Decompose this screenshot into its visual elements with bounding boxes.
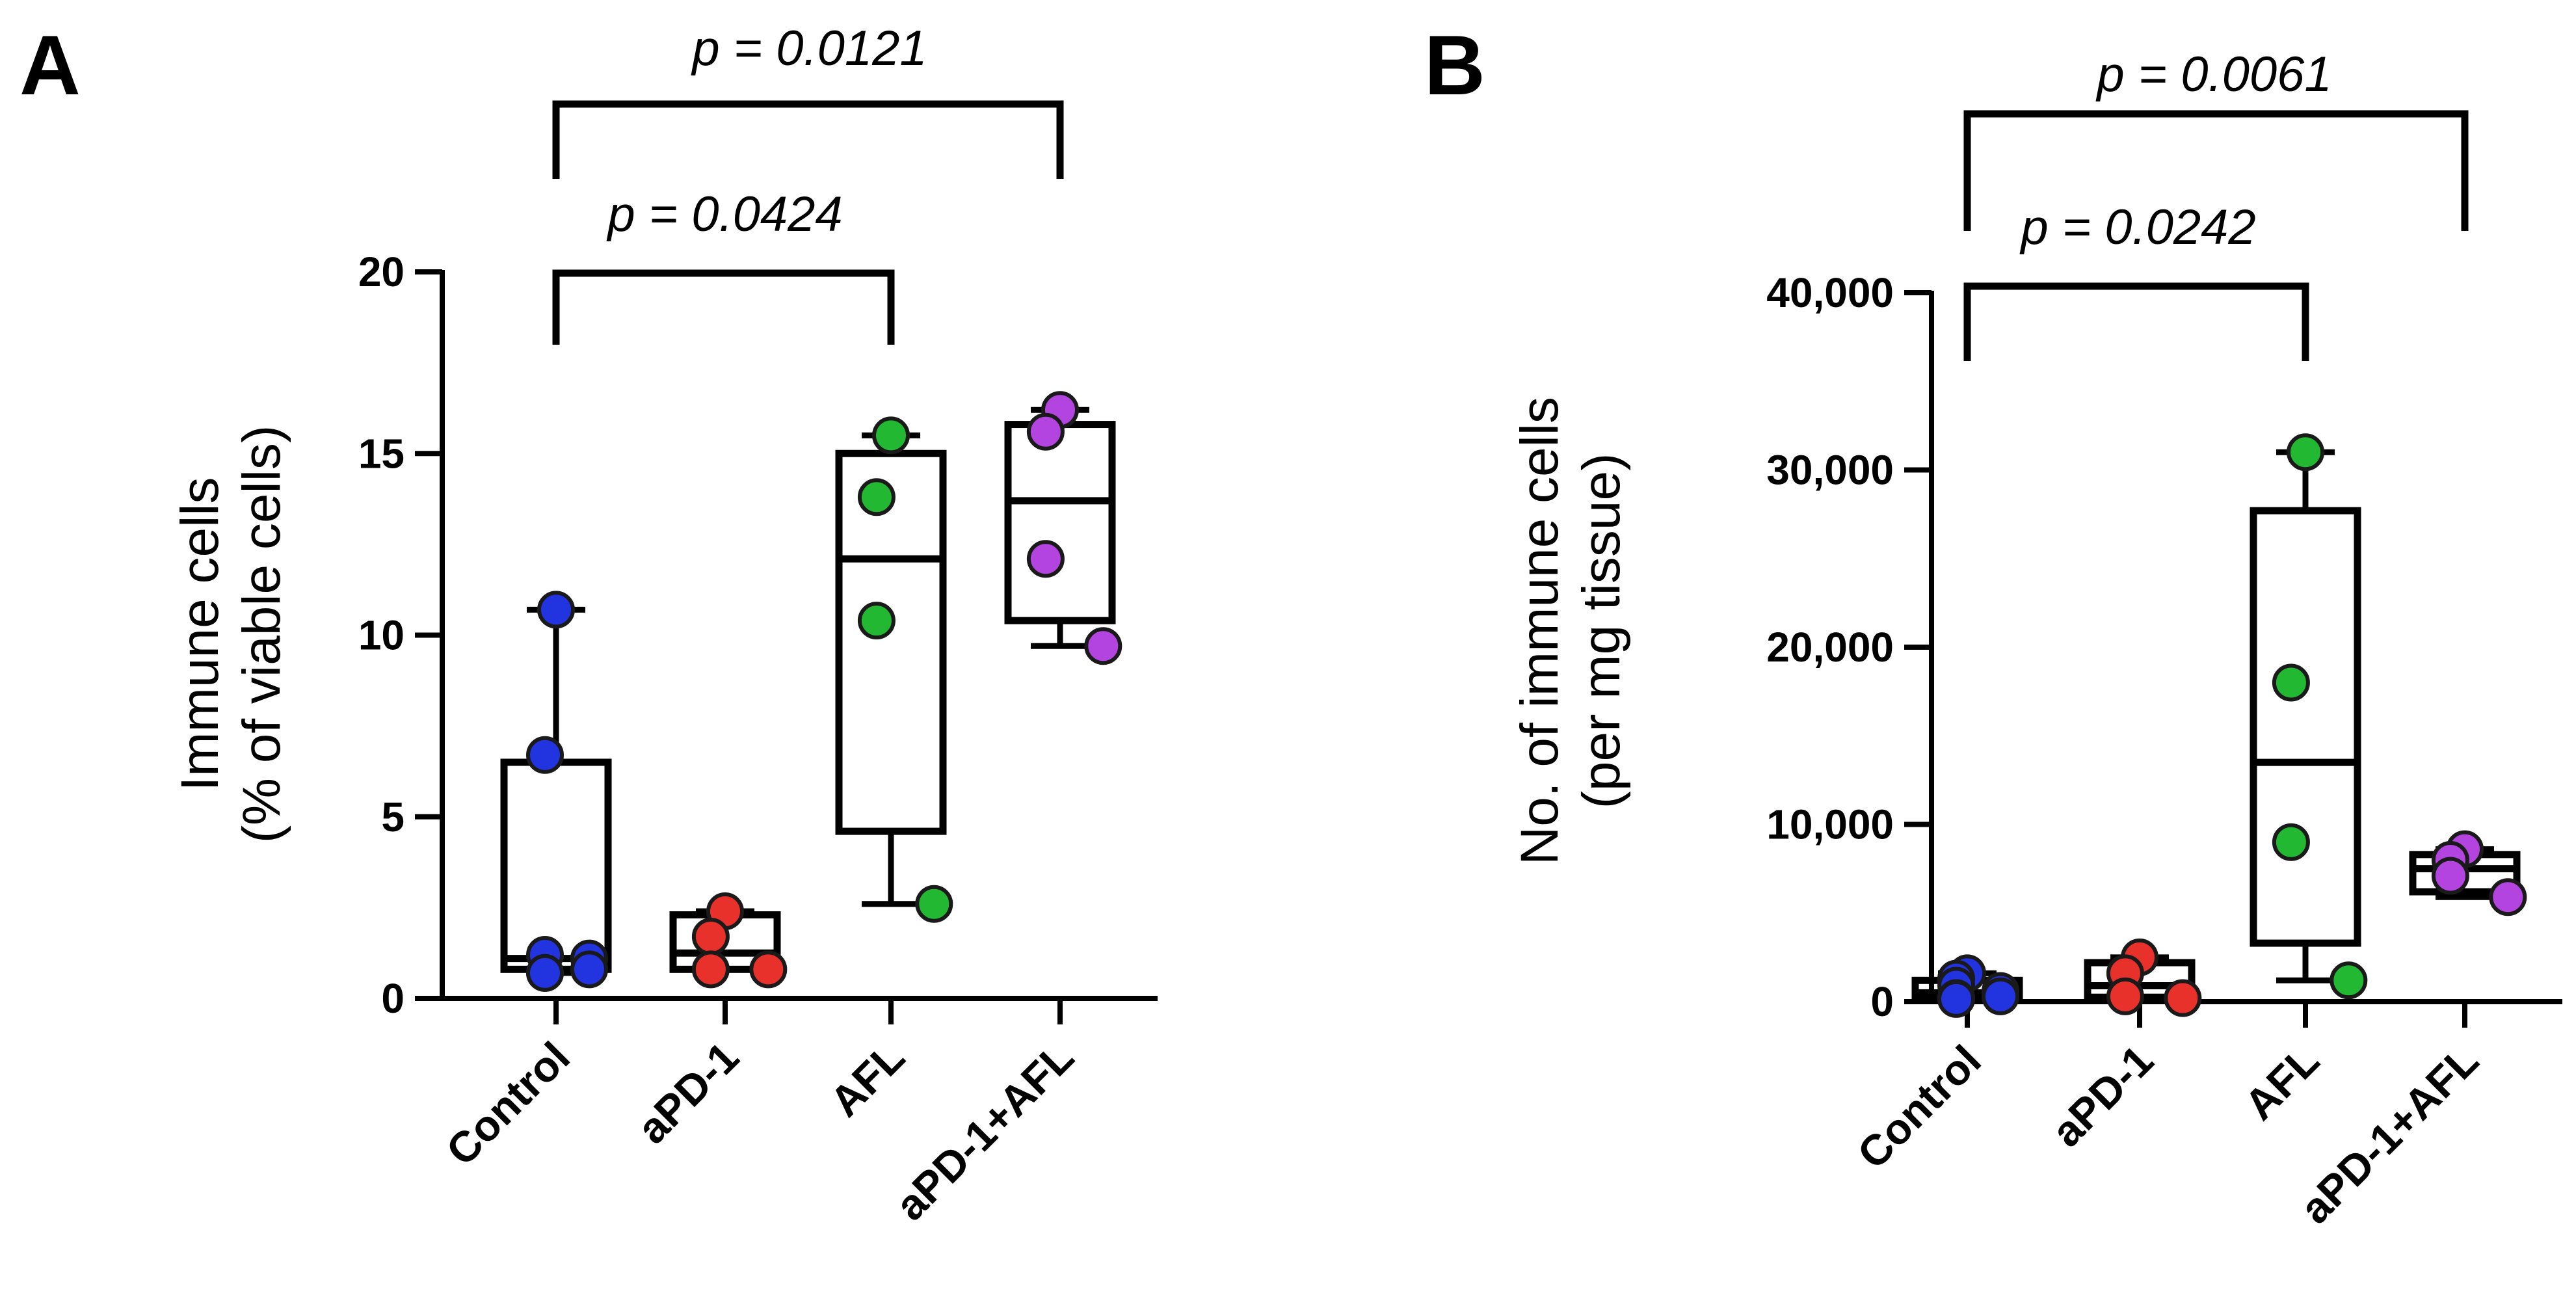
y-tick-label: 0 bbox=[1870, 978, 1894, 1025]
panel-letter: A bbox=[20, 18, 81, 113]
data-point bbox=[2431, 857, 2469, 895]
significance-bracket bbox=[552, 100, 1064, 179]
box-iqr bbox=[1004, 421, 1116, 624]
data-point bbox=[872, 416, 910, 455]
data-point bbox=[2106, 977, 2144, 1015]
y-axis-label-line2: (% of viable cells) bbox=[232, 425, 291, 844]
x-category-label: aPD-1 bbox=[2042, 1036, 2162, 1156]
y-tick-label: 15 bbox=[358, 430, 405, 477]
data-point bbox=[537, 591, 575, 629]
x-category-label: AFL bbox=[2235, 1036, 2328, 1129]
data-point bbox=[1084, 627, 1122, 665]
data-point bbox=[691, 918, 730, 956]
y-tick-label: 40,000 bbox=[1766, 269, 1894, 316]
x-category-label: AFL bbox=[821, 1033, 914, 1126]
y-tick-label: 5 bbox=[381, 794, 405, 840]
data-point bbox=[1026, 540, 1065, 578]
y-tick-label: 10,000 bbox=[1766, 801, 1894, 848]
panel-letter: B bbox=[1424, 18, 1485, 113]
data-point bbox=[526, 954, 564, 992]
x-category-label: aPD-1 bbox=[628, 1033, 748, 1153]
x-category-label: aPD-1+AFL bbox=[886, 1033, 1083, 1230]
data-point bbox=[857, 602, 896, 640]
x-category-label: Control bbox=[437, 1033, 579, 1175]
p-value-label: p = 0.0121 bbox=[691, 21, 927, 76]
y-tick-label: 30,000 bbox=[1766, 447, 1894, 494]
panel-a: A 0 5 10 15 20 Immune cells(% of viable cells)… bbox=[20, 18, 1158, 1229]
y-axis-label-line1: No. of immune cells bbox=[1510, 397, 1569, 865]
data-point bbox=[2164, 979, 2202, 1017]
y-axis-label-line2: (per mg tissue) bbox=[1572, 453, 1631, 809]
p-value-label: p = 0.0424 bbox=[606, 187, 842, 242]
data-point bbox=[570, 950, 608, 989]
y-tick-label: 20,000 bbox=[1766, 624, 1894, 671]
data-point bbox=[2489, 878, 2527, 916]
data-point bbox=[2287, 433, 2324, 472]
p-value-label: p = 0.0061 bbox=[2095, 47, 2331, 102]
y-tick-label: 10 bbox=[358, 612, 405, 659]
y-tick-label: 20 bbox=[358, 248, 405, 295]
data-point bbox=[2272, 823, 2310, 861]
y-axis-label-line1: Immune cells bbox=[170, 477, 230, 791]
data-point bbox=[2330, 961, 2368, 1000]
data-point bbox=[1982, 977, 2019, 1015]
significance-bracket bbox=[1963, 282, 2309, 361]
data-point bbox=[526, 736, 564, 774]
significance-bracket bbox=[1963, 110, 2469, 231]
box-iqr bbox=[835, 449, 947, 835]
box-iqr bbox=[500, 758, 612, 973]
data-point bbox=[915, 885, 953, 923]
data-point bbox=[1026, 412, 1065, 451]
data-point bbox=[691, 950, 730, 989]
y-axis-label: No. of immune cells(per mg tissue) bbox=[1510, 397, 1631, 865]
data-point bbox=[1937, 980, 1975, 1018]
panel-b: B 0 10,000 20,000 30,000 40,000 No. of immune … bbox=[1424, 18, 2562, 1233]
y-axis-label: Immune cells(% of viable cells) bbox=[170, 425, 291, 844]
y-tick-label: 0 bbox=[381, 975, 405, 1022]
p-value-label: p = 0.0242 bbox=[2019, 200, 2255, 255]
significance-bracket bbox=[552, 269, 895, 345]
data-point bbox=[857, 478, 896, 516]
data-point bbox=[2272, 663, 2310, 702]
x-category-label: Control bbox=[1848, 1036, 1990, 1178]
data-point bbox=[749, 950, 788, 989]
box-iqr bbox=[2250, 507, 2361, 947]
